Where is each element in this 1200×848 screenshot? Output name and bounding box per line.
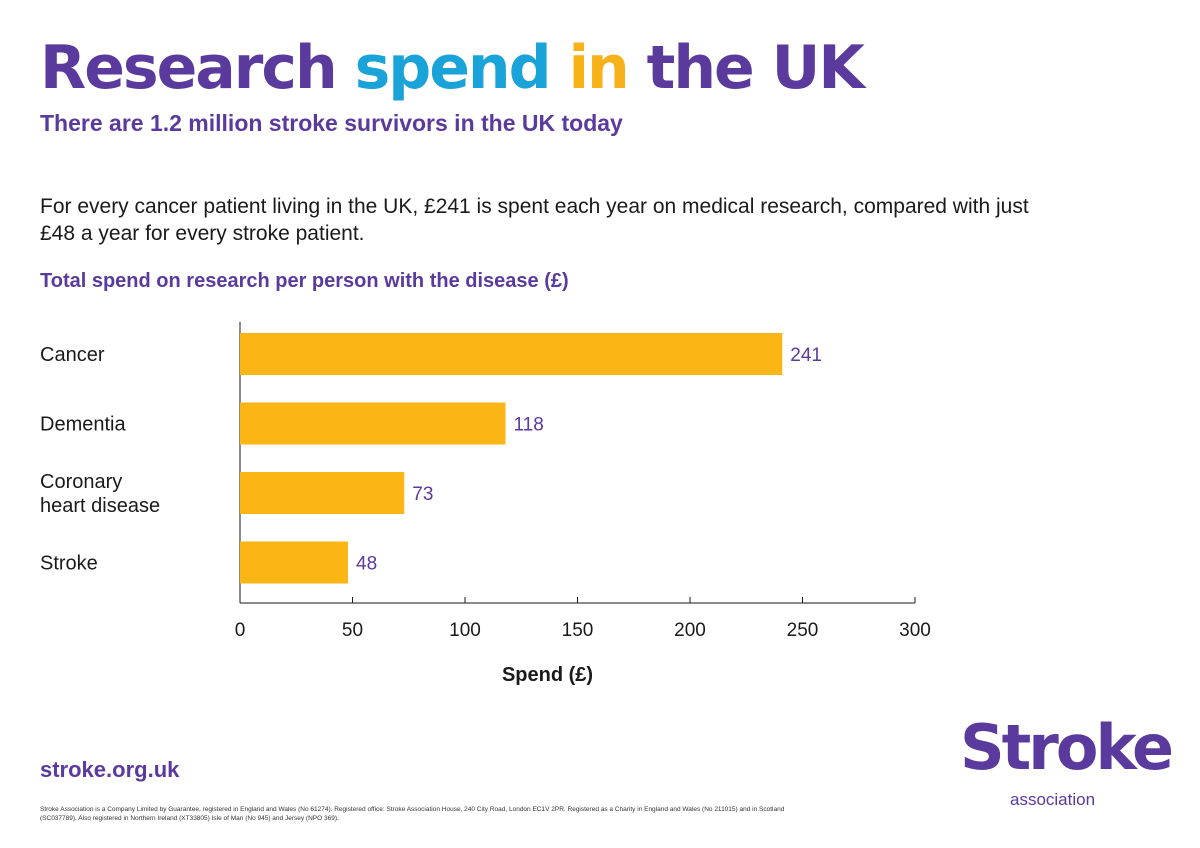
bar-chart: 0 50 100 150 200 250 300 241 Cancer 118 Dementia 73… xyxy=(40,322,931,686)
category-label-line: Stroke xyxy=(40,553,98,575)
intro-paragraph: For every cancer patient living in the U… xyxy=(40,195,1029,245)
x-tick-label: 100 xyxy=(449,620,481,641)
chart-title: Total spend on research per person with … xyxy=(40,270,569,292)
bar-3 xyxy=(240,541,348,584)
x-tick-label: 50 xyxy=(342,620,363,641)
bar-value-label: 241 xyxy=(790,345,822,366)
category-label: Stroke xyxy=(40,553,98,575)
headline-word-in: in xyxy=(568,33,629,103)
bar-0 xyxy=(240,333,783,375)
x-tick-label: 250 xyxy=(787,620,819,641)
category-label: Cancer xyxy=(40,344,105,366)
category-label-line: Dementia xyxy=(40,414,126,436)
headline-word-spend: spend xyxy=(354,33,552,103)
bar-value-label: 118 xyxy=(514,415,544,436)
x-tick-label: 150 xyxy=(562,620,594,641)
x-axis-title: Spend (£) xyxy=(502,664,593,686)
stroke-association-logo: Stroke association xyxy=(960,712,1174,812)
category-label: Dementia xyxy=(40,414,126,436)
category-label: Coronary heart disease xyxy=(40,471,160,517)
bar-2 xyxy=(240,472,405,514)
category-label-line: Coronary xyxy=(40,471,122,493)
legal-notice: Stroke Association is a Company Limited … xyxy=(40,806,785,822)
x-tick-label: 200 xyxy=(674,620,706,641)
page-headline: Research spend in the UK xyxy=(40,28,865,108)
x-tick-label: 300 xyxy=(899,620,931,641)
bar-value-label: 48 xyxy=(356,554,377,575)
category-label-line: Cancer xyxy=(40,344,105,366)
footer-website-link[interactable]: stroke.org.uk xyxy=(40,757,180,782)
headline-word-the-uk: the UK xyxy=(646,33,865,103)
category-label-line: heart disease xyxy=(40,495,160,517)
bar-1 xyxy=(240,402,506,445)
headline-word-research: Research xyxy=(40,33,338,103)
logo-subtitle: association xyxy=(1010,790,1096,809)
page-subtitle: There are 1.2 million stroke survivors i… xyxy=(40,110,623,136)
logo-wordmark: Stroke xyxy=(960,711,1174,784)
x-tick-label: 0 xyxy=(235,620,246,641)
bar-value-label: 73 xyxy=(412,484,433,505)
